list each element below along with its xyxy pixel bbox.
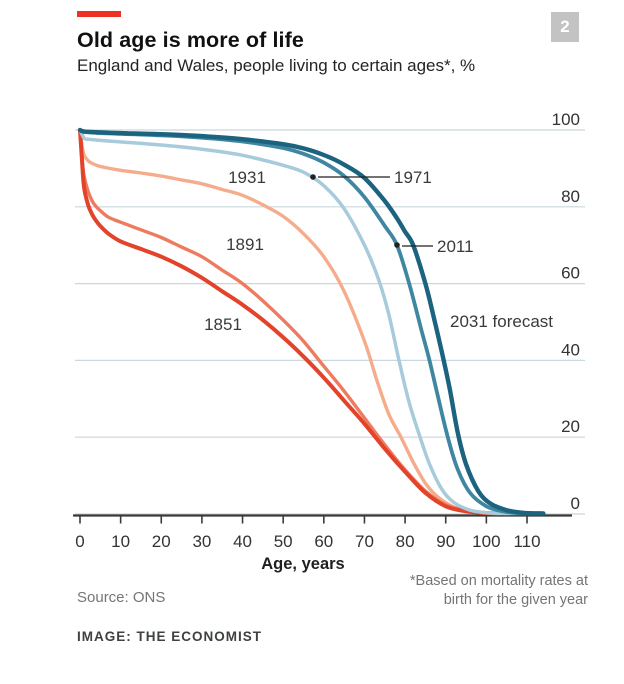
y-tick-label-60: 60 (561, 264, 580, 283)
y-tick-label-80: 80 (561, 187, 580, 206)
x-tick-label-20: 20 (152, 532, 171, 551)
chart-footnote: *Based on mortality rates at birth for t… (328, 572, 588, 610)
page-title: Old age is more of life (77, 28, 304, 52)
figure-number-badge: 2 (551, 12, 579, 42)
x-tick-label-40: 40 (233, 532, 252, 551)
y-tick-label-0: 0 (571, 494, 580, 513)
x-tick-label-80: 80 (396, 532, 415, 551)
x-tick-label-60: 60 (314, 532, 333, 551)
curve-label-1971: 1971 (394, 168, 432, 187)
y-tick-label-20: 20 (561, 417, 580, 436)
chart-subtitle: England and Wales, people living to cert… (77, 56, 476, 75)
source-note: Source: ONS (77, 589, 166, 606)
curve-1971 (78, 128, 521, 516)
x-axis-title: Age, years (261, 555, 345, 573)
curve-1851 (78, 128, 501, 516)
x-tick-label-110: 110 (513, 532, 540, 551)
x-tick-label-30: 30 (192, 532, 211, 551)
footnote-line-2: birth for the given year (443, 592, 588, 608)
x-tick-label-100: 100 (472, 532, 500, 551)
x-tick-label-50: 50 (274, 532, 293, 551)
x-tick-label-90: 90 (436, 532, 455, 551)
leader-dot-2011 (394, 242, 400, 248)
y-tick-label-100: 100 (552, 110, 580, 129)
y-tick-label-40: 40 (561, 340, 580, 359)
x-tick-label-70: 70 (355, 532, 374, 551)
curve-1931 (78, 128, 509, 516)
curve-label-1891: 1891 (226, 235, 264, 254)
leader-dot-1971 (310, 174, 316, 180)
curve-label-1931: 1931 (228, 168, 266, 187)
curve-label-1851: 1851 (204, 315, 242, 334)
image-credit: IMAGE: THE ECONOMIST (77, 629, 262, 644)
curve-label-2031-forecast: 2031 forecast (450, 312, 553, 331)
curve-label-2011: 2011 (437, 237, 474, 256)
curve-2031-forecast (77, 127, 546, 516)
x-tick-label-10: 10 (111, 532, 130, 551)
accent-bar (77, 11, 121, 17)
x-tick-label-0: 0 (75, 532, 84, 551)
footnote-line-1: *Based on mortality rates at (409, 573, 588, 589)
